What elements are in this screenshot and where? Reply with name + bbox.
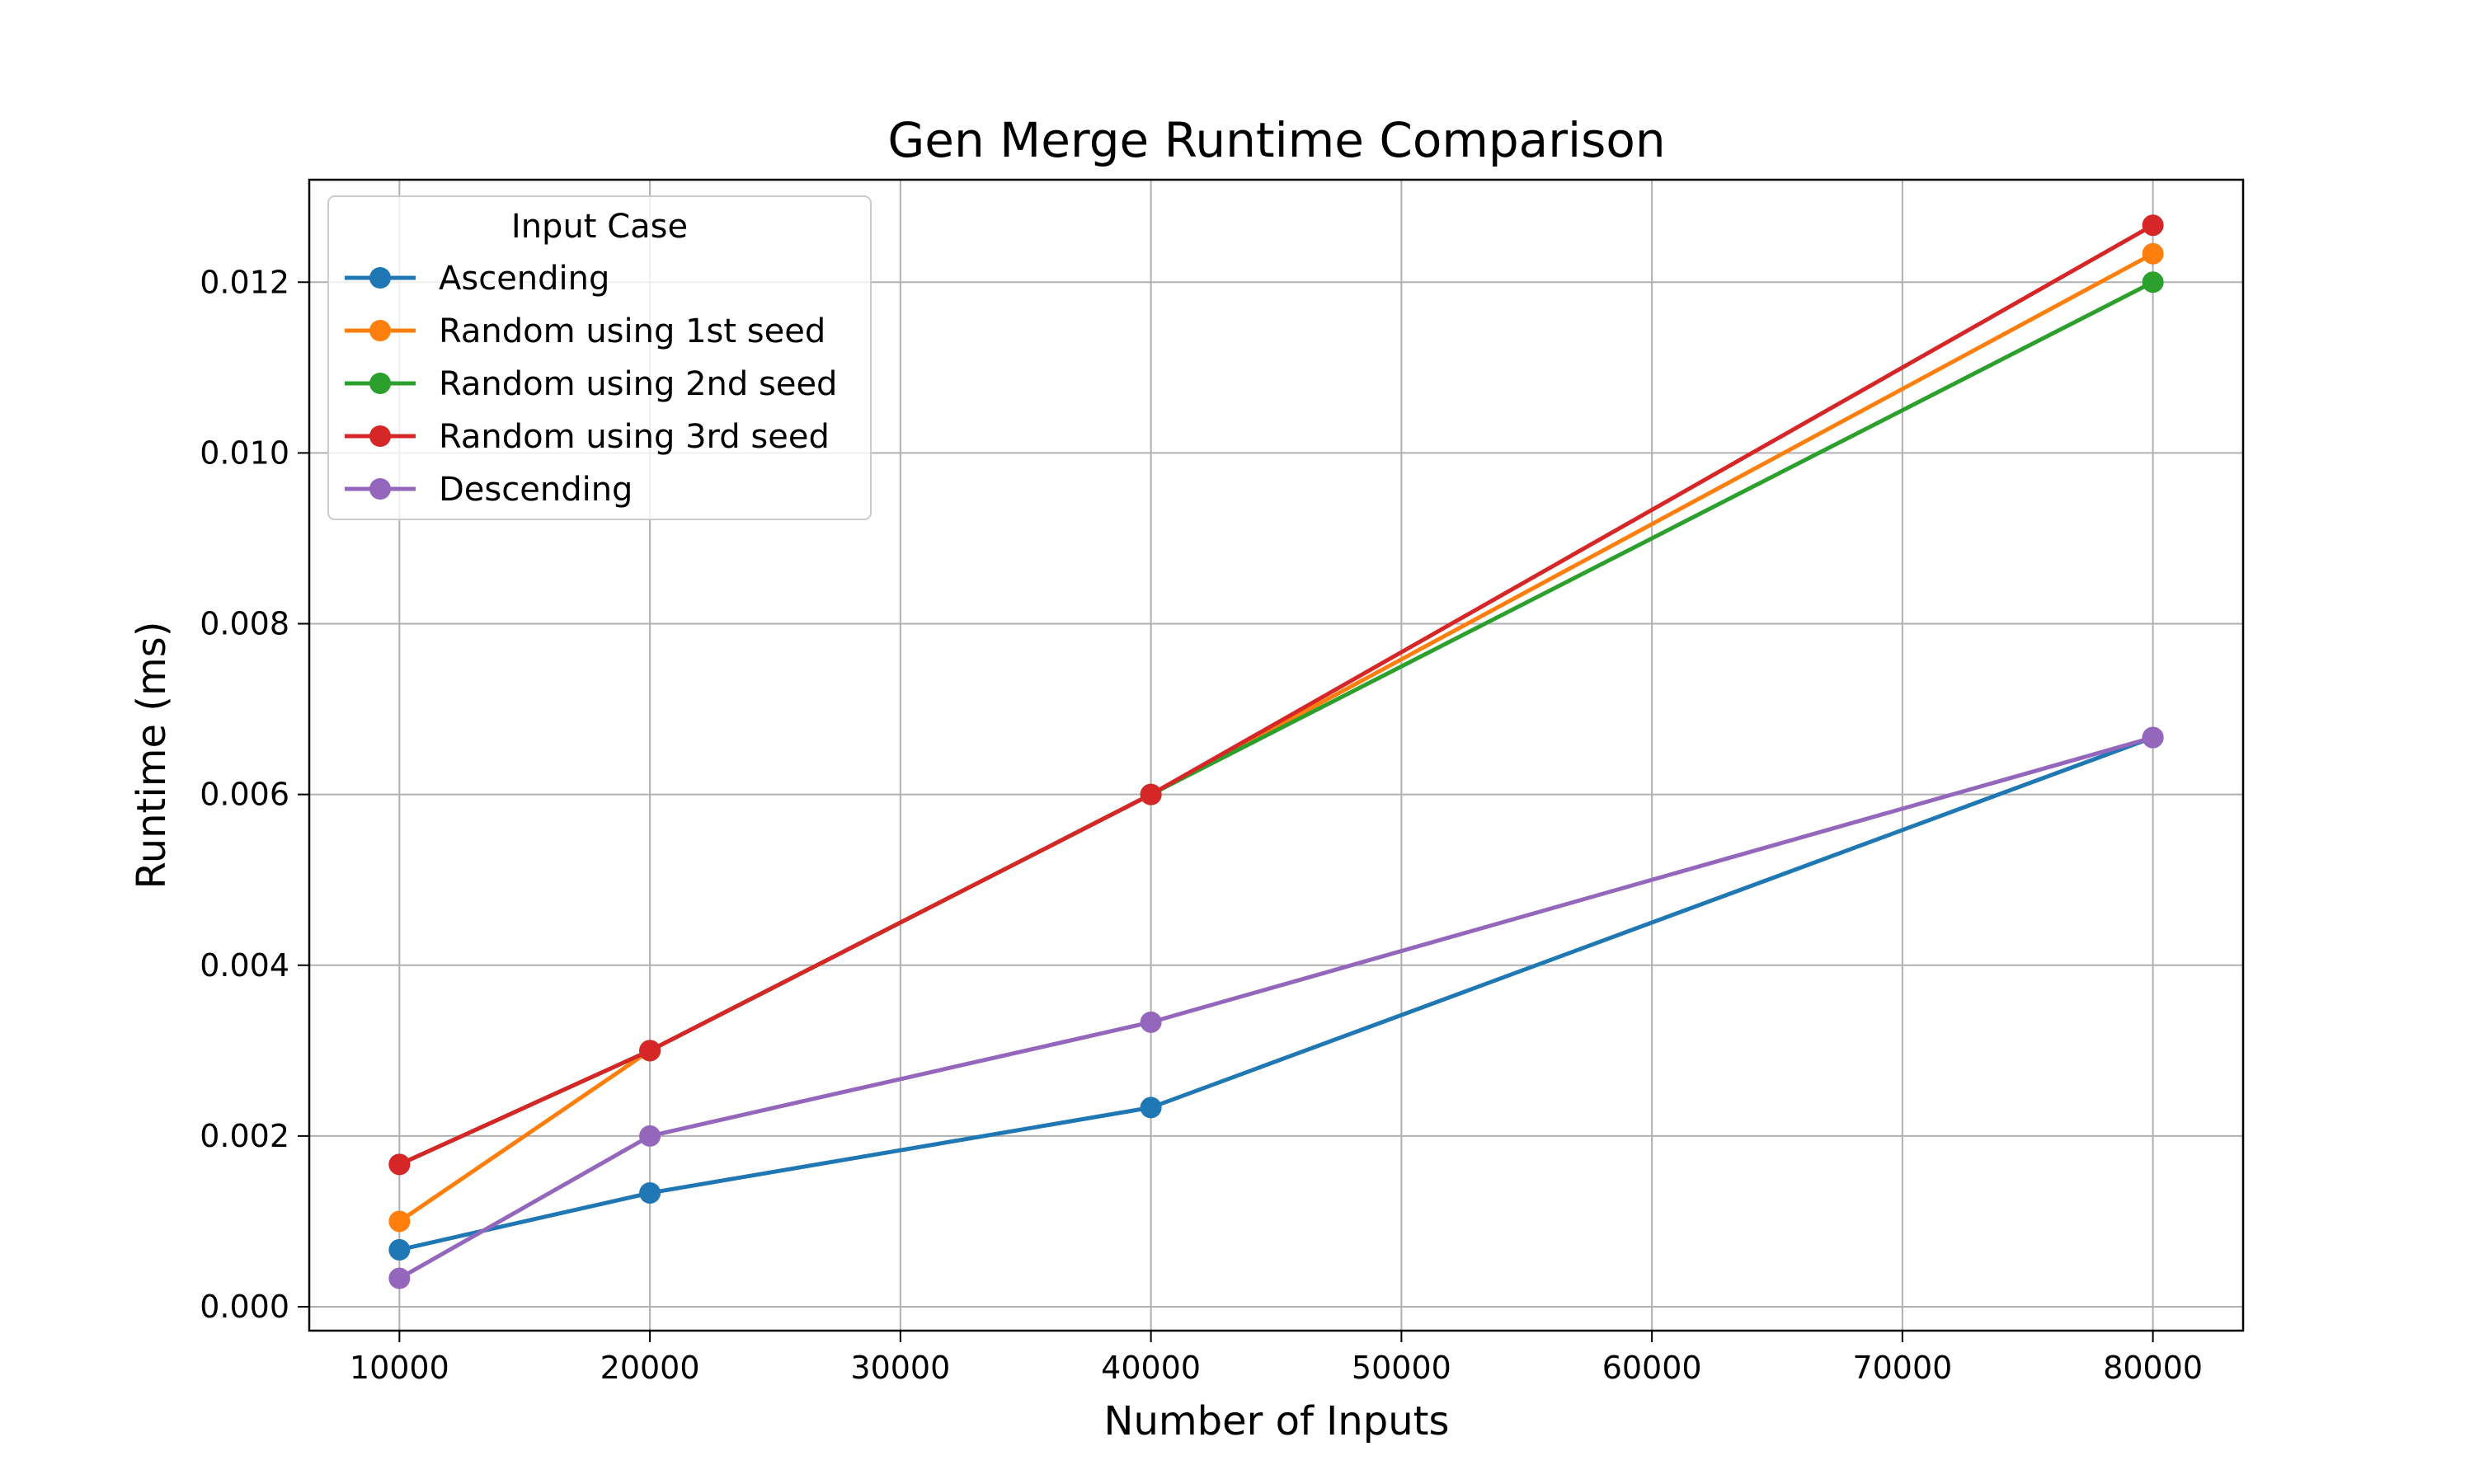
x-tick-label: 80000 (2103, 1350, 2203, 1386)
legend-title: Input Case (511, 208, 688, 246)
data-point (639, 1181, 661, 1204)
legend-label: Ascending (439, 260, 609, 298)
data-point (1140, 1097, 1162, 1119)
data-point (1140, 1011, 1162, 1033)
series-4 (388, 214, 2164, 1176)
data-point (388, 1153, 411, 1176)
chart-title: Gen Merge Runtime Comparison (887, 112, 1665, 168)
y-axis-label: Runtime (ms) (129, 622, 175, 890)
x-tick-label: 20000 (600, 1350, 700, 1386)
legend-item: Random using 2nd seed (345, 365, 837, 403)
data-point (2142, 271, 2164, 294)
x-tick-label: 70000 (1852, 1350, 1952, 1386)
x-axis-label: Number of Inputs (1104, 1398, 1450, 1444)
series-line (397, 223, 2156, 1167)
grid (309, 180, 2243, 1331)
legend-box (327, 195, 872, 520)
data-point (1140, 783, 1162, 805)
series-layer (388, 214, 2164, 1289)
legend-item: Descending (345, 471, 633, 509)
legend-marker (369, 373, 391, 394)
y-tick-label: 0.010 (200, 434, 289, 471)
legend-label: Random using 3rd seed (439, 418, 830, 456)
legend-marker (369, 320, 391, 341)
legend-marker (369, 267, 391, 289)
plot-frame (308, 178, 2245, 1332)
x-tick-label: 50000 (1352, 1350, 1451, 1386)
data-point (2142, 726, 2164, 749)
x-tick-label: 10000 (350, 1350, 449, 1386)
series-line (397, 735, 2156, 1281)
data-point (2142, 242, 2164, 265)
x-tick-label: 40000 (1101, 1350, 1201, 1386)
data-point (639, 1040, 661, 1062)
x-tick-label: 60000 (1602, 1350, 1702, 1386)
legend-label: Random using 2nd seed (439, 365, 837, 403)
y-tick-label: 0.000 (200, 1289, 289, 1325)
data-point (639, 1125, 661, 1147)
legend: Input Case Ascending Random using 1st see… (327, 195, 872, 520)
y-tick-label: 0.012 (200, 264, 289, 300)
series-line (397, 735, 2156, 1252)
legend-marker (369, 478, 391, 500)
y-tick-label: 0.002 (200, 1118, 289, 1154)
y-axis-ticks: 0.000 0.002 0.004 0.006 0.008 0.010 0.012 (200, 264, 309, 1325)
x-axis-ticks: 10000 20000 30000 40000 50000 60000 70000 80000 (350, 1331, 2203, 1386)
data-point (388, 1210, 411, 1233)
legend-item: Random using 1st seed (345, 312, 825, 350)
legend-item: Ascending (345, 260, 609, 298)
series-5 (388, 726, 2164, 1289)
x-tick-label: 30000 (850, 1350, 950, 1386)
data-point (388, 1267, 411, 1289)
legend-label: Descending (439, 471, 633, 509)
y-tick-label: 0.004 (200, 947, 289, 984)
data-point (388, 1238, 411, 1261)
legend-label: Random using 1st seed (439, 312, 825, 350)
y-tick-label: 0.008 (200, 606, 289, 642)
legend-items: Ascending Random using 1st seed Random usi… (345, 260, 837, 509)
y-tick-label: 0.006 (200, 777, 289, 813)
data-point (2142, 214, 2164, 237)
legend-marker (369, 425, 391, 447)
legend-item: Random using 3rd seed (345, 418, 830, 456)
